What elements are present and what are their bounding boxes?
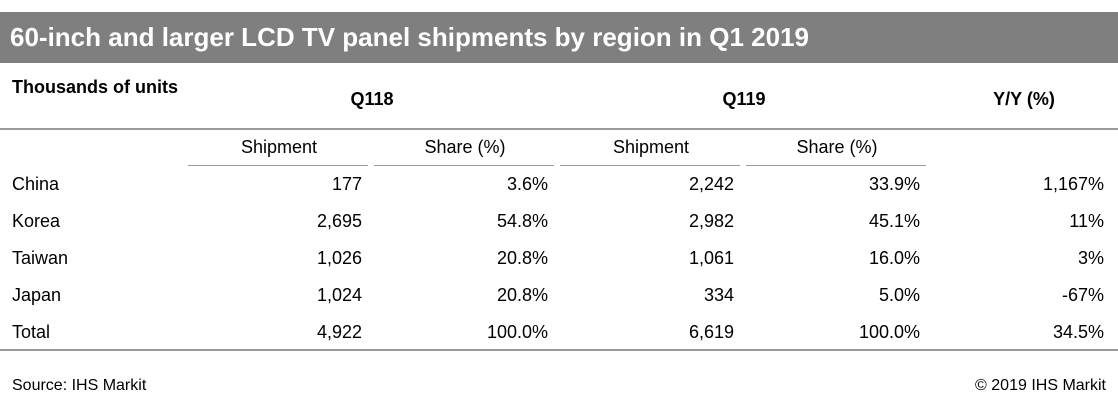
q118-shipment-cell: 177 bbox=[331, 174, 362, 194]
table-row: Korea 2,695 54.8% 2,982 45.1% 11% bbox=[0, 203, 1118, 240]
table-title: 60-inch and larger LCD TV panel shipment… bbox=[10, 22, 809, 52]
q119-share-cell: 16.0% bbox=[868, 248, 920, 268]
q118-shipment-cell: 1,026 bbox=[316, 248, 362, 268]
q119-shipment-cell: 2,982 bbox=[688, 211, 734, 231]
q118-share-cell: 20.8% bbox=[496, 248, 548, 268]
q118-shipment-cell: 2,695 bbox=[316, 211, 362, 231]
table-row: China 177 3.6% 2,242 33.9% 1,167% bbox=[0, 166, 1118, 203]
q118-shipment-subheader: Shipment bbox=[240, 137, 318, 157]
q119-shipment-cell: 6,619 bbox=[688, 322, 734, 342]
units-header: Thousands of units bbox=[12, 77, 178, 97]
table-row: Japan 1,024 20.8% 334 5.0% -67% bbox=[0, 277, 1118, 314]
q119-share-cell: 100.0% bbox=[858, 322, 920, 342]
q119-share-cell: 5.0% bbox=[878, 285, 920, 305]
q119-shipment-underline bbox=[560, 165, 740, 166]
q119-shipment-cell: 2,242 bbox=[688, 174, 734, 194]
copyright-note: © 2019 IHS Markit bbox=[975, 377, 1106, 394]
q118-shipment-cell: 1,024 bbox=[316, 285, 362, 305]
q118-shipment-underline bbox=[188, 165, 368, 166]
region-cell: Total bbox=[12, 322, 51, 342]
source-note: Source: IHS Markit bbox=[12, 377, 147, 394]
q119-share-cell: 33.9% bbox=[868, 174, 920, 194]
title-bar: 60-inch and larger LCD TV panel shipment… bbox=[0, 12, 1118, 63]
q119-share-underline bbox=[746, 165, 926, 166]
yy-cell: 11% bbox=[1069, 211, 1104, 231]
q119-share-subheader: Share (%) bbox=[796, 137, 878, 157]
q118-header: Q118 bbox=[350, 89, 394, 109]
region-cell: Japan bbox=[12, 285, 62, 305]
q118-share-cell: 3.6% bbox=[506, 174, 548, 194]
yy-cell: 34.5% bbox=[1052, 322, 1104, 342]
q118-share-underline bbox=[374, 165, 554, 166]
q118-share-cell: 100.0% bbox=[486, 322, 548, 342]
q118-share-cell: 54.8% bbox=[496, 211, 548, 231]
q119-header: Q119 bbox=[722, 89, 766, 109]
q119-share-cell: 45.1% bbox=[868, 211, 920, 231]
yy-cell: -67% bbox=[1061, 285, 1104, 305]
q118-shipment-cell: 4,922 bbox=[316, 322, 362, 342]
q119-shipment-cell: 334 bbox=[703, 285, 734, 305]
q119-shipment-cell: 1,061 bbox=[688, 248, 734, 268]
table-row: Taiwan 1,026 20.8% 1,061 16.0% 3% bbox=[0, 240, 1118, 277]
yy-cell: 3% bbox=[1077, 248, 1104, 268]
yy-header: Y/Y (%) bbox=[993, 89, 1055, 109]
region-cell: China bbox=[12, 174, 60, 194]
q118-share-cell: 20.8% bbox=[496, 285, 548, 305]
yy-cell: 1,167% bbox=[1042, 174, 1104, 194]
table-row-total: Total 4,922 100.0% 6,619 100.0% 34.5% bbox=[0, 314, 1118, 351]
q118-share-subheader: Share (%) bbox=[424, 137, 506, 157]
header-divider bbox=[0, 128, 1118, 130]
q119-shipment-subheader: Shipment bbox=[612, 137, 690, 157]
table-bottom-rule bbox=[0, 349, 1118, 351]
region-cell: Taiwan bbox=[12, 248, 69, 268]
region-cell: Korea bbox=[12, 211, 61, 231]
